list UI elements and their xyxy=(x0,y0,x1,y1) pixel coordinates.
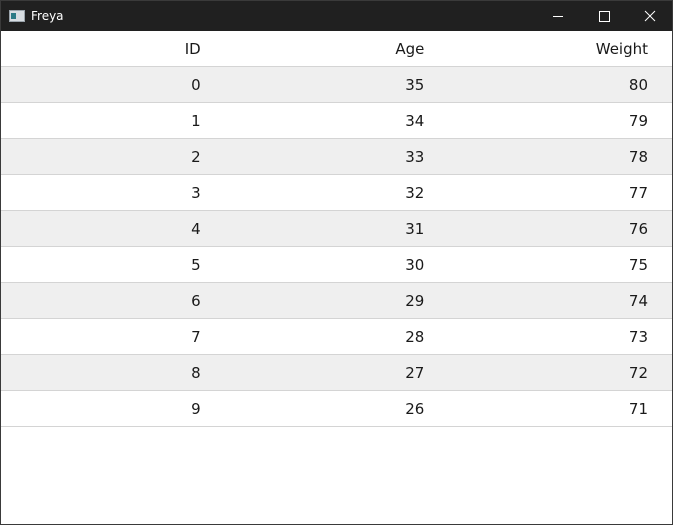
table-cell: 1 xyxy=(191,111,201,130)
table-cell: 80 xyxy=(628,75,649,94)
app-icon xyxy=(9,10,25,22)
table-cell: 75 xyxy=(628,255,649,274)
column-header[interactable]: ID xyxy=(184,39,201,58)
minimize-button[interactable] xyxy=(535,1,581,31)
table-row[interactable]: 7 28 73 xyxy=(1,319,672,355)
table-cell: 3 xyxy=(191,183,201,202)
table-cell: 0 xyxy=(191,75,201,94)
table-cell: 8 xyxy=(191,363,201,382)
table-cell: 31 xyxy=(405,219,425,238)
table-cell: 9 xyxy=(191,399,201,418)
table-row[interactable]: 1 34 79 xyxy=(1,103,672,139)
table-cell: 26 xyxy=(405,399,425,418)
table-cell: 29 xyxy=(405,291,425,310)
table: ID Age Weight 0 35 80 1 34 79 2 33 78 3 32 77 4 31 76 5 30 7… xyxy=(1,31,672,427)
table-cell: 6 xyxy=(191,291,201,310)
table-row[interactable]: 0 35 80 xyxy=(1,67,672,103)
table-row[interactable]: 6 29 74 xyxy=(1,283,672,319)
table-cell: 27 xyxy=(405,363,425,382)
table-cell: 78 xyxy=(628,147,649,166)
table-cell: 7 xyxy=(191,327,201,346)
table-cell: 72 xyxy=(628,363,649,382)
table-cell: 73 xyxy=(628,327,649,346)
table-row[interactable]: 5 30 75 xyxy=(1,247,672,283)
table-cell: 79 xyxy=(628,111,649,130)
table-row[interactable]: 4 31 76 xyxy=(1,211,672,247)
header-row: ID Age Weight xyxy=(1,31,672,67)
table-row[interactable]: 9 26 71 xyxy=(1,391,672,427)
table-row[interactable]: 8 27 72 xyxy=(1,355,672,391)
table-cell: 74 xyxy=(628,291,649,310)
table-cell: 32 xyxy=(405,183,425,202)
table-cell: 4 xyxy=(191,219,201,238)
table-cell: 77 xyxy=(628,183,649,202)
table-cell: 71 xyxy=(628,399,649,418)
title-bar: Freya xyxy=(1,1,672,31)
table-cell: 28 xyxy=(405,327,425,346)
table-cell: 5 xyxy=(191,255,201,274)
table-row[interactable]: 2 33 78 xyxy=(1,139,672,175)
table-cell: 35 xyxy=(405,75,425,94)
column-header[interactable]: Age xyxy=(395,39,425,58)
table-cell: 33 xyxy=(405,147,425,166)
table-cell: 2 xyxy=(191,147,201,166)
window-title: Freya xyxy=(31,9,64,23)
maximize-button[interactable] xyxy=(581,1,627,31)
table-cell: 30 xyxy=(405,255,425,274)
table-cell: 34 xyxy=(405,111,425,130)
close-button[interactable] xyxy=(627,1,673,31)
table-cell: 76 xyxy=(628,219,649,238)
table-row[interactable]: 3 32 77 xyxy=(1,175,672,211)
column-header[interactable]: Weight xyxy=(595,39,649,58)
